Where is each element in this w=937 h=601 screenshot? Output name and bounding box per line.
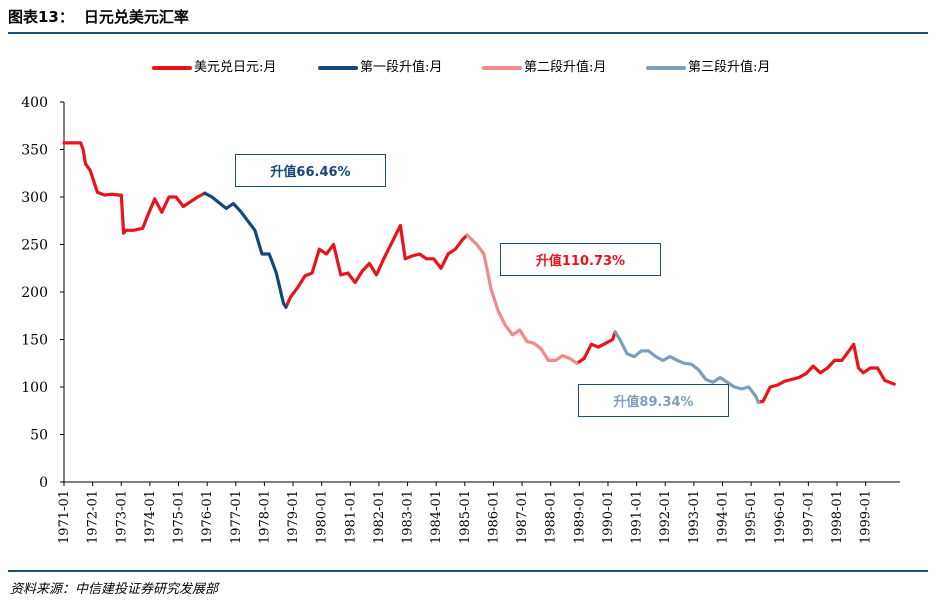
figure-title: 日元兑美元汇率: [83, 8, 189, 26]
legend-item-usdjpy: 美元兑日元:月: [152, 56, 276, 75]
top-rule: [8, 32, 928, 34]
annotation-phase3: 升值89.34%: [578, 384, 729, 417]
x-tick-label: 1973-01: [114, 490, 129, 544]
x-tick-label: 1989-01: [572, 490, 587, 544]
x-tick-label: 1999-01: [859, 490, 874, 544]
x-tick-label: 1972-01: [86, 490, 101, 544]
y-tick-label: 300: [21, 190, 48, 206]
y-tick-label: 150: [21, 333, 48, 349]
x-tick-label: 1978-01: [257, 490, 272, 544]
y-tick-label: 400: [21, 95, 48, 111]
x-tick-label: 1974-01: [143, 490, 158, 544]
series-usdjpy-segment-3: [575, 330, 617, 365]
legend-label-phase3: 第三段升值:月: [688, 60, 771, 75]
legend-label-phase2: 第二段升值:月: [524, 60, 607, 75]
x-tick-label: 1987-01: [515, 490, 530, 544]
series-phase3-line: [613, 330, 760, 404]
y-tick-label: 100: [21, 380, 48, 396]
x-tick-label: 1979-01: [286, 490, 301, 544]
x-tick-label: 1992-01: [658, 490, 673, 544]
x-tick-label: 1984-01: [429, 490, 444, 544]
legend-label-phase1: 第一段升值:月: [360, 60, 443, 75]
series-phase2-line: [465, 233, 579, 365]
legend-swatch-usdjpy: [152, 65, 192, 70]
legend-label-usdjpy: 美元兑日元:月: [194, 60, 277, 75]
legend-swatch-phase3: [646, 65, 686, 70]
x-tick-label: 1996-01: [773, 490, 788, 544]
legend-item-phase3: 第三段升值:月: [646, 56, 770, 75]
series-usdjpy-segment-4: [756, 342, 896, 404]
source-note: 资料来源：中信建投证券研究发展部: [10, 582, 219, 597]
x-tick-label: 1981-01: [343, 490, 358, 544]
annotation-phase1: 升值66.46%: [235, 154, 386, 187]
x-tick-label: 1988-01: [544, 490, 559, 544]
x-tick-label: 1986-01: [486, 490, 501, 544]
legend-item-phase1: 第一段升值:月: [318, 56, 442, 75]
x-tick-label: 1977-01: [229, 490, 244, 544]
x-tick-label: 1982-01: [372, 490, 387, 544]
x-tick-label: 1998-01: [830, 490, 845, 544]
x-tick-label: 1985-01: [458, 490, 473, 544]
y-tick-label: 50: [30, 428, 48, 444]
legend-swatch-phase1: [318, 65, 358, 70]
series-phase1-line: [203, 191, 288, 309]
y-tick-label: 350: [21, 143, 48, 159]
figure-number: 图表13：: [8, 8, 74, 26]
annotation-phase2: 升值110.73%: [500, 243, 661, 276]
x-tick-label: 1995-01: [744, 490, 759, 544]
legend-item-phase2: 第二段升值:月: [482, 56, 606, 75]
legend-swatch-phase2: [482, 65, 522, 70]
x-tick-label: 1993-01: [687, 490, 702, 544]
y-tick-label: 200: [21, 285, 48, 301]
x-tick-label: 1990-01: [601, 490, 616, 544]
y-tick-label: 0: [39, 475, 48, 491]
x-tick-label: 1983-01: [401, 490, 416, 544]
x-tick-label: 1971-01: [57, 490, 72, 544]
x-tick-label: 1975-01: [172, 490, 187, 544]
series-usdjpy-segment-1: [62, 141, 207, 235]
bottom-rule: [8, 570, 928, 572]
x-tick-label: 1997-01: [801, 490, 816, 544]
x-tick-label: 1991-01: [630, 490, 645, 544]
chart-title: 图表13： 日元兑美元汇率: [8, 6, 189, 27]
x-tick-label: 1980-01: [315, 490, 330, 544]
legend: 美元兑日元:月 第一段升值:月 第二段升值:月 第三段升值:月: [0, 56, 937, 76]
line-chart: 0 50 100 150 200 250 300 350 400 1971-01 1972-01 19…: [21, 95, 900, 544]
x-tick-label: 1976-01: [200, 490, 215, 544]
y-tick-label: 250: [21, 238, 48, 254]
series-usdjpy-segment-2: [284, 223, 469, 309]
x-tick-label: 1994-01: [715, 490, 730, 544]
